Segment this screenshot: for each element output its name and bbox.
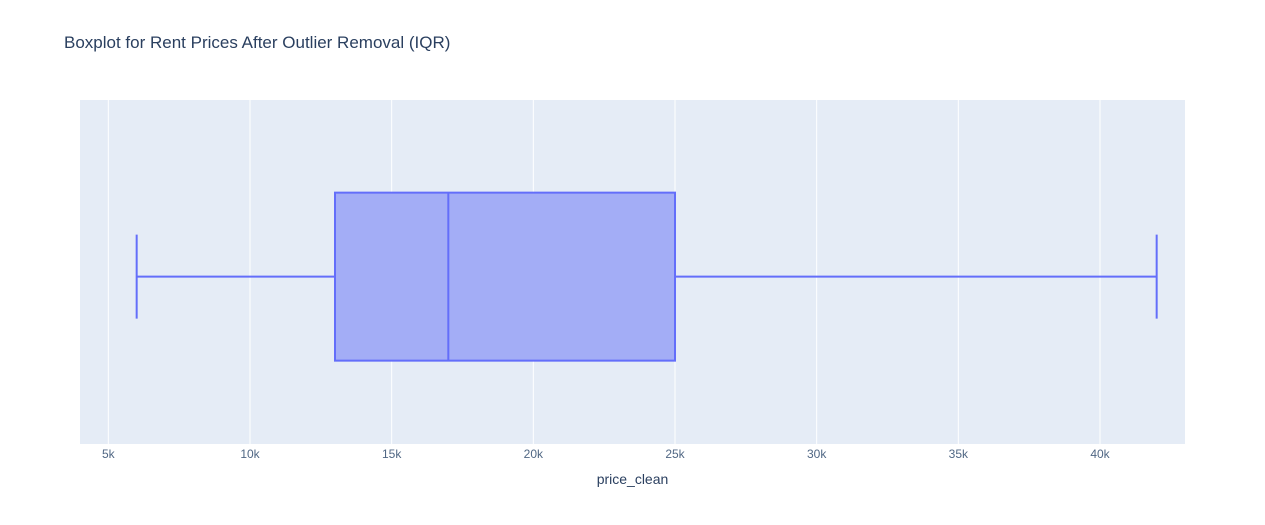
x-tick-label: 25k [665, 447, 685, 461]
x-tick-label: 30k [807, 447, 827, 461]
grid-lines [107, 100, 1101, 444]
x-tick-label: 15k [382, 447, 402, 461]
iqr-box [334, 191, 676, 362]
x-tick-label: 10k [240, 447, 260, 461]
boxplot[interactable] [135, 191, 1158, 362]
x-tick-label: 35k [949, 447, 969, 461]
x-tick-label: 20k [524, 447, 544, 461]
x-tick-label: 40k [1090, 447, 1110, 461]
x-tick-label: 5k [102, 447, 116, 461]
chart-title: Boxplot for Rent Prices After Outlier Re… [64, 33, 451, 52]
x-tick-labels: 5k 10k 15k 20k 25k 30k 35k 40k [102, 447, 1111, 461]
x-axis-label: price_clean [596, 471, 669, 487]
